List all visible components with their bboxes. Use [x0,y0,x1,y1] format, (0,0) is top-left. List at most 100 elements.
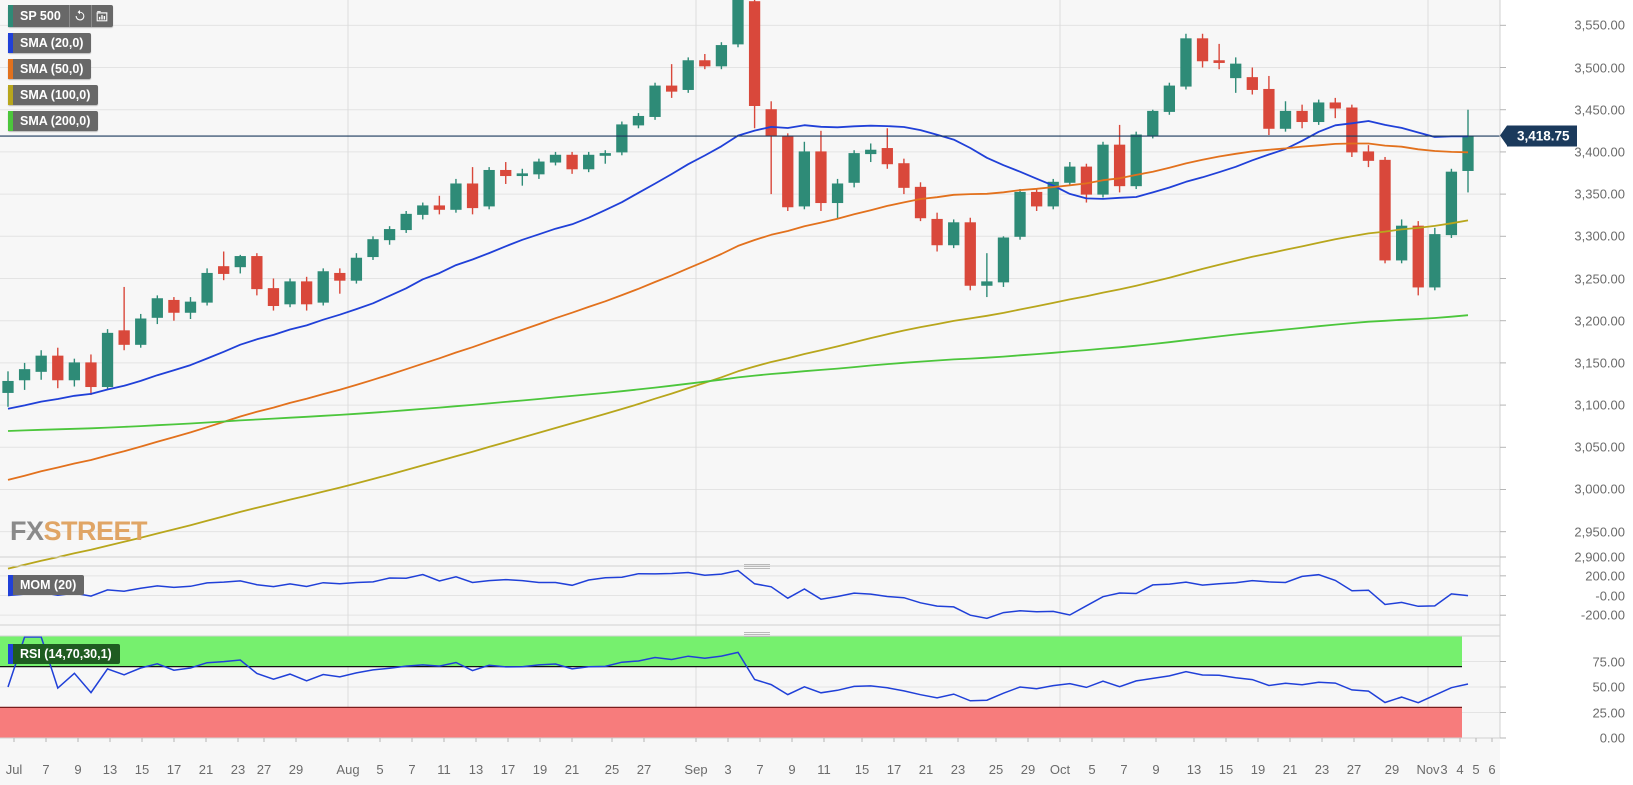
momentum-legend[interactable]: MOM (20) [8,575,85,595]
date-axis-tick: 21 [1282,762,1298,777]
date-axis-tick: 7 [756,762,764,777]
date-axis-tick: Sep [684,762,708,777]
price-axis-tick: 3,000.00 [1574,481,1625,497]
symbol-chip[interactable]: SP 500 [8,5,113,27]
sma20-color-swatch [8,33,13,53]
symbol-color-swatch [8,5,13,27]
date-axis-tick: 27 [1346,762,1362,777]
date-axis-tick: 3 [724,762,732,777]
fxstreet-fx: FX [10,516,44,546]
date-axis-tick: Aug [336,762,360,777]
rsi-line [7,636,1469,704]
legend-item-sma20[interactable]: SMA (20,0) [8,33,92,53]
date-axis-tick: 9 [74,762,82,777]
date-axis-tick: 23 [230,762,246,777]
momentum-axis-tick: -0.00 [1595,588,1625,603]
sma200-color-swatch [8,111,13,131]
sma200-label: SMA (200,0) [20,114,91,128]
date-axis-tick: 27 [636,762,652,777]
date-axis-tick: 13 [468,762,484,777]
fxstreet-logo: FXSTREET [10,516,148,547]
price-axis-tick: 3,050.00 [1574,439,1625,455]
date-axis-tick: 19 [532,762,548,777]
date-axis-tick: 15 [854,762,870,777]
legend-item-sma50[interactable]: SMA (50,0) [8,59,92,79]
sma-200-line [7,314,1469,432]
date-axis-tick: 5 [1472,762,1480,777]
date-axis-tick: 5 [376,762,384,777]
date-axis-tick: Nov [1416,762,1440,777]
legend-item-sma100[interactable]: SMA (100,0) [8,85,99,105]
sma100-label: SMA (100,0) [20,88,91,102]
rsi-axis-tick: 25.00 [1592,705,1625,720]
date-axis-tick: 19 [1250,762,1266,777]
sma50-label: SMA (50,0) [20,62,84,76]
sma20-label: SMA (20,0) [20,36,84,50]
date-axis-tick: 29 [1384,762,1400,777]
momentum-color-swatch [8,575,13,595]
price-axis-tick: 3,450.00 [1574,102,1625,118]
date-axis-tick: 9 [1152,762,1160,777]
date-axis-tick: 29 [288,762,304,777]
price-axis-tick: 3,100.00 [1574,397,1625,413]
rsi-legend[interactable]: RSI (14,70,30,1) [8,644,120,664]
date-axis-tick: 21 [198,762,214,777]
panel-divider-handle-momentum[interactable] [744,564,770,569]
date-axis-tick: 17 [166,762,182,777]
price-axis-tick: 3,150.00 [1574,355,1625,371]
momentum-label: MOM (20) [20,578,77,592]
price-axis-tick: 3,550.00 [1574,17,1625,33]
date-axis-tick: 5 [1088,762,1096,777]
date-axis-tick: 23 [1314,762,1330,777]
price-axis-tick: 3,300.00 [1574,228,1625,244]
date-axis-tick: 13 [1186,762,1202,777]
date-axis-tick: 25 [604,762,620,777]
date-axis-tick: 15 [134,762,150,777]
sma-100-line [7,219,1469,570]
rsi-color-swatch [8,644,13,664]
momentum-line [7,569,1469,620]
date-axis-tick: 25 [988,762,1004,777]
date-axis-tick: Oct [1049,762,1071,777]
date-axis-tick: 11 [437,762,451,777]
date-axis-tick: 7 [1120,762,1128,777]
date-axis-tick: 27 [256,762,272,777]
current-price-badge[interactable]: 3,418.75 [1500,125,1577,147]
date-axis-tick: 21 [918,762,934,777]
refresh-icon[interactable] [68,5,91,27]
date-axis-tick: 29 [1020,762,1036,777]
date-axis-tick: 17 [886,762,902,777]
sma50-color-swatch [8,59,13,79]
date-axis-tick: 4 [1456,762,1464,777]
rsi-label: RSI (14,70,30,1) [20,647,112,661]
date-axis-tick: Jul [5,762,23,777]
date-axis-tick: 3 [1440,762,1448,777]
rsi-axis-tick: 50.00 [1592,679,1625,695]
current-price-value: 3,418.75 [1517,128,1570,144]
momentum-axis-tick: 200.00 [1585,568,1625,584]
chart-legend: SP 500 SMA (20,0) SMA (5 [8,5,113,137]
date-axis-tick: 13 [102,762,118,777]
date-axis-tick: 7 [408,762,416,777]
price-axis-tick: 3,250.00 [1574,271,1625,286]
date-axis-tick: 21 [564,762,580,777]
legend-item-sma200[interactable]: SMA (200,0) [8,111,99,131]
chart-settings-icon[interactable] [90,5,113,27]
date-axis-tick: 15 [1218,762,1234,777]
price-axis-tick: 3,350.00 [1574,186,1625,202]
price-axis-tick: 2,900.00 [1574,549,1625,565]
date-axis-tick: 9 [788,762,796,777]
price-axis-tick: 3,500.00 [1574,60,1625,75]
date-axis-tick: 11 [817,762,831,777]
fxstreet-street: STREET [43,516,148,546]
price-axis-tick: 2,950.00 [1574,524,1625,540]
sma-50-line [7,142,1469,481]
momentum-axis-tick: -200.00 [1580,607,1625,623]
panel-divider-handle-rsi[interactable] [744,632,770,637]
date-axis-tick: 17 [500,762,516,777]
sma100-color-swatch [8,85,13,105]
date-axis-tick: 6 [1488,762,1496,777]
candlestick-series [2,0,1474,407]
